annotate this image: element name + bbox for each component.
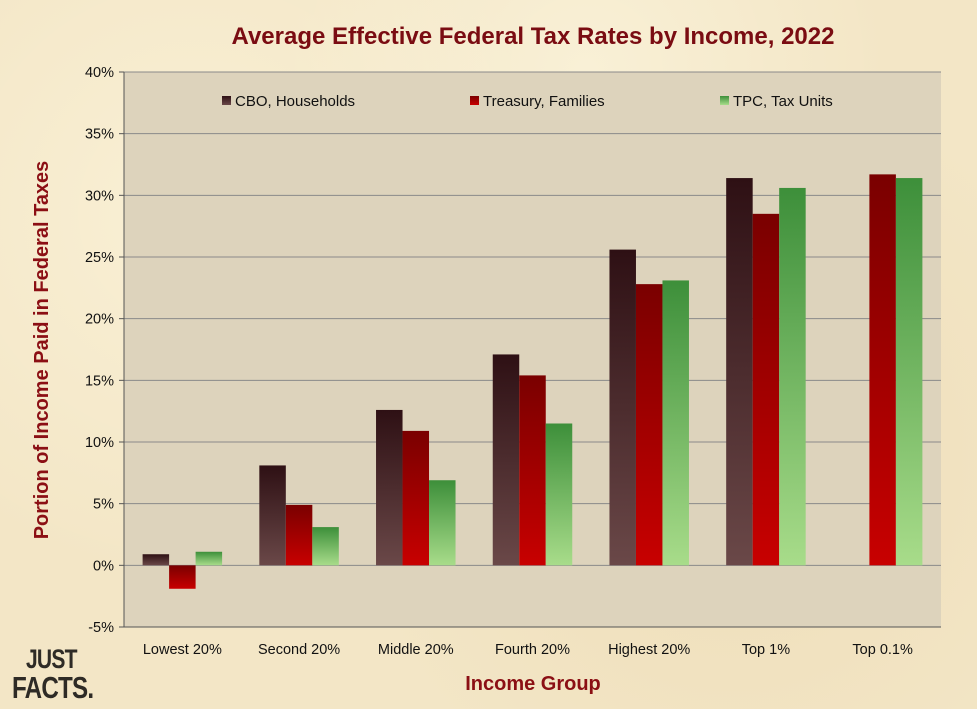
- y-tick-label: -5%: [88, 620, 114, 636]
- y-tick-labels: -5% 0% 5% 10% 15% 20% 25% 30% 35% 40%: [85, 65, 114, 636]
- bar-treasury-families-6: [869, 174, 896, 566]
- x-tick-label: Top 0.1%: [852, 642, 913, 658]
- logo-line-2: FACTS.: [12, 670, 94, 705]
- x-tick-labels: Lowest 20% Second 20% Middle 20% Fourth 20%…: [143, 642, 913, 658]
- y-tick-label: 5%: [93, 497, 114, 513]
- chart-title: Average Effective Federal Tax Rates by I…: [232, 23, 835, 50]
- legend: CBO, Households Treasury, Families TPC, Ta…: [222, 93, 833, 110]
- bar-tpc-tax-units-1: [312, 527, 339, 566]
- y-tick-label: 0%: [93, 558, 114, 574]
- legend-label: CBO, Households: [235, 93, 355, 110]
- y-tick-label: 20%: [85, 312, 114, 328]
- bar-tpc-tax-units-2: [429, 480, 456, 566]
- bar-tpc-tax-units-4: [662, 280, 689, 566]
- bar-cbo-households-1: [259, 465, 286, 566]
- legend-label: Treasury, Families: [483, 93, 605, 110]
- x-tick-label: Lowest 20%: [143, 642, 222, 658]
- bar-treasury-families-3: [519, 375, 546, 566]
- x-tick-label: Top 1%: [742, 642, 790, 658]
- x-tick-label: Highest 20%: [608, 642, 690, 658]
- y-tick-label: 15%: [85, 373, 114, 389]
- y-tick-label: 25%: [85, 250, 114, 266]
- y-tick-label: 30%: [85, 188, 114, 204]
- bar-cbo-households-5: [726, 178, 753, 566]
- y-axis-title: Portion of Income Paid in Federal Taxes: [31, 161, 53, 540]
- y-tick-label: 35%: [85, 127, 114, 143]
- legend-swatch: [470, 96, 479, 105]
- legend-swatch: [720, 96, 729, 105]
- bar-cbo-households-2: [376, 409, 403, 566]
- bar-cbo-households-0: [142, 554, 170, 566]
- legend-swatch: [222, 96, 231, 105]
- x-tick-label: Second 20%: [258, 642, 340, 658]
- bar-treasury-families-2: [402, 430, 430, 566]
- bar-tpc-tax-units-6: [895, 178, 923, 566]
- bar-treasury-families-0: [169, 565, 196, 589]
- bar-cbo-households-4: [609, 249, 636, 566]
- bar-treasury-families-1: [285, 504, 313, 566]
- x-axis-title: Income Group: [465, 673, 601, 695]
- bar-tpc-tax-units-0: [195, 551, 223, 566]
- logo-line-1: JUST: [26, 644, 78, 674]
- bar-cbo-households-3: [492, 354, 520, 566]
- just-facts-logo: JUST FACTS.: [12, 644, 94, 705]
- bar-tpc-tax-units-3: [545, 423, 573, 566]
- axes: [123, 72, 941, 628]
- legend-label: TPC, Tax Units: [733, 93, 833, 110]
- bar-treasury-families-4: [635, 284, 663, 566]
- bar-treasury-families-5: [752, 213, 780, 566]
- y-tick-label: 40%: [85, 65, 114, 81]
- y-tick-label: 10%: [85, 435, 114, 451]
- x-tick-label: Fourth 20%: [495, 642, 570, 658]
- bars: [142, 174, 923, 589]
- x-tick-label: Middle 20%: [378, 642, 454, 658]
- bar-tpc-tax-units-5: [779, 187, 806, 566]
